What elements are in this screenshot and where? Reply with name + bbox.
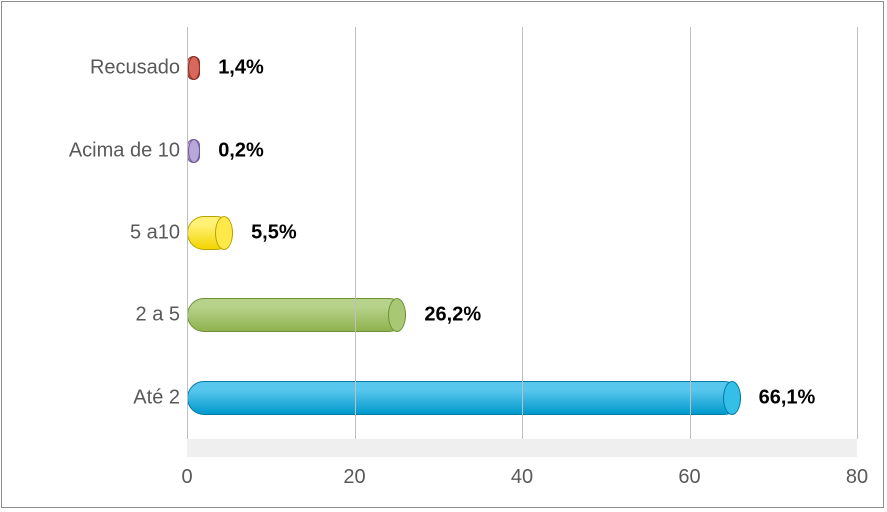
y-axis-labels: Até 2 2 a 5 5 a10 Acima de 10 Recusado: [2, 27, 180, 457]
x-tick-label: 20: [343, 466, 365, 489]
gridline: [690, 27, 691, 439]
y-category-label: 5 a10: [130, 222, 180, 245]
gridline: [522, 27, 523, 439]
plot-area: 66,1% 26,2% 5,5% 0,2% 1,4%: [187, 27, 857, 457]
bar-value-label: 66,1%: [759, 386, 816, 409]
bar-cylinder: [187, 298, 406, 332]
bar-acima10: 0,2%: [187, 139, 201, 163]
x-tick-label: 0: [181, 466, 192, 489]
x-tick-label: 40: [511, 466, 533, 489]
chart-back-wall: 66,1% 26,2% 5,5% 0,2% 1,4%: [187, 27, 857, 439]
gridline: [857, 27, 858, 439]
bar-recusado: 1,4%: [187, 56, 207, 80]
bar-value-label: 5,5%: [251, 222, 297, 245]
bar-value-label: 26,2%: [424, 304, 481, 327]
x-tick-label: 80: [846, 466, 868, 489]
bar-end-cap: [215, 216, 233, 250]
bar-ate2: 66,1%: [187, 381, 749, 415]
gridline: [187, 27, 188, 439]
y-category-label: 2 a 5: [136, 304, 180, 327]
chart-frame: 66,1% 26,2% 5,5% 0,2% 1,4% 0 20 40 60 80 Até 2 2 …: [1, 1, 884, 508]
bar-cylinder: [187, 381, 741, 415]
chart-floor: [187, 439, 857, 457]
bar-5a10: 5,5%: [187, 216, 241, 250]
bar-end-cap: [388, 298, 406, 332]
x-axis-labels: 020406080: [187, 466, 857, 496]
y-category-label: Até 2: [133, 386, 180, 409]
y-category-label: Recusado: [90, 57, 180, 80]
y-category-label: Acima de 10: [69, 139, 180, 162]
bar-value-label: 1,4%: [218, 57, 264, 80]
bar-value-label: 0,2%: [218, 139, 264, 162]
bar-end-cap: [723, 381, 741, 415]
x-tick-label: 60: [678, 466, 700, 489]
gridline: [355, 27, 356, 439]
bar-2a5: 26,2%: [187, 298, 414, 332]
